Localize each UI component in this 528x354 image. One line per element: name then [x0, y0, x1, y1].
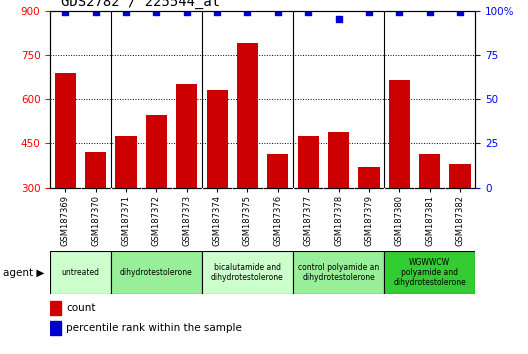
- Bar: [146, 115, 167, 188]
- Bar: [237, 43, 258, 188]
- Point: [91, 10, 100, 15]
- Text: control polyamide an
dihydrotestolerone: control polyamide an dihydrotestolerone: [298, 263, 379, 282]
- Point: [183, 10, 191, 15]
- Point: [152, 10, 161, 15]
- Point: [426, 10, 434, 15]
- Text: dihydrotestolerone: dihydrotestolerone: [120, 268, 193, 277]
- Point: [274, 10, 282, 15]
- Text: bicalutamide and
dihydrotestolerone: bicalutamide and dihydrotestolerone: [211, 263, 284, 282]
- Point: [243, 10, 252, 15]
- Bar: [293, 251, 384, 294]
- Bar: [359, 167, 380, 188]
- Text: GDS2782 / 225544_at: GDS2782 / 225544_at: [61, 0, 220, 9]
- Bar: [328, 132, 349, 188]
- Bar: [50, 251, 111, 294]
- Point: [395, 10, 403, 15]
- Bar: [55, 73, 76, 188]
- Bar: [50, 321, 61, 335]
- Text: percentile rank within the sample: percentile rank within the sample: [67, 323, 242, 333]
- Bar: [206, 90, 228, 188]
- Point: [122, 10, 130, 15]
- Text: agent ▶: agent ▶: [3, 268, 44, 278]
- Bar: [202, 251, 293, 294]
- Point: [304, 10, 313, 15]
- Point: [456, 10, 464, 15]
- Bar: [449, 164, 470, 188]
- Bar: [111, 251, 202, 294]
- Point: [213, 10, 221, 15]
- Point: [365, 10, 373, 15]
- Text: count: count: [67, 303, 96, 313]
- Text: untreated: untreated: [62, 268, 99, 277]
- Bar: [85, 152, 106, 188]
- Bar: [176, 84, 197, 188]
- Bar: [50, 301, 61, 315]
- Bar: [384, 251, 475, 294]
- Bar: [389, 80, 410, 188]
- Text: WGWWCW
polyamide and
dihydrotestolerone: WGWWCW polyamide and dihydrotestolerone: [393, 258, 466, 287]
- Point: [61, 10, 70, 15]
- Bar: [116, 136, 137, 188]
- Bar: [298, 136, 319, 188]
- Point: [334, 17, 343, 22]
- Bar: [419, 154, 440, 188]
- Bar: [267, 154, 288, 188]
